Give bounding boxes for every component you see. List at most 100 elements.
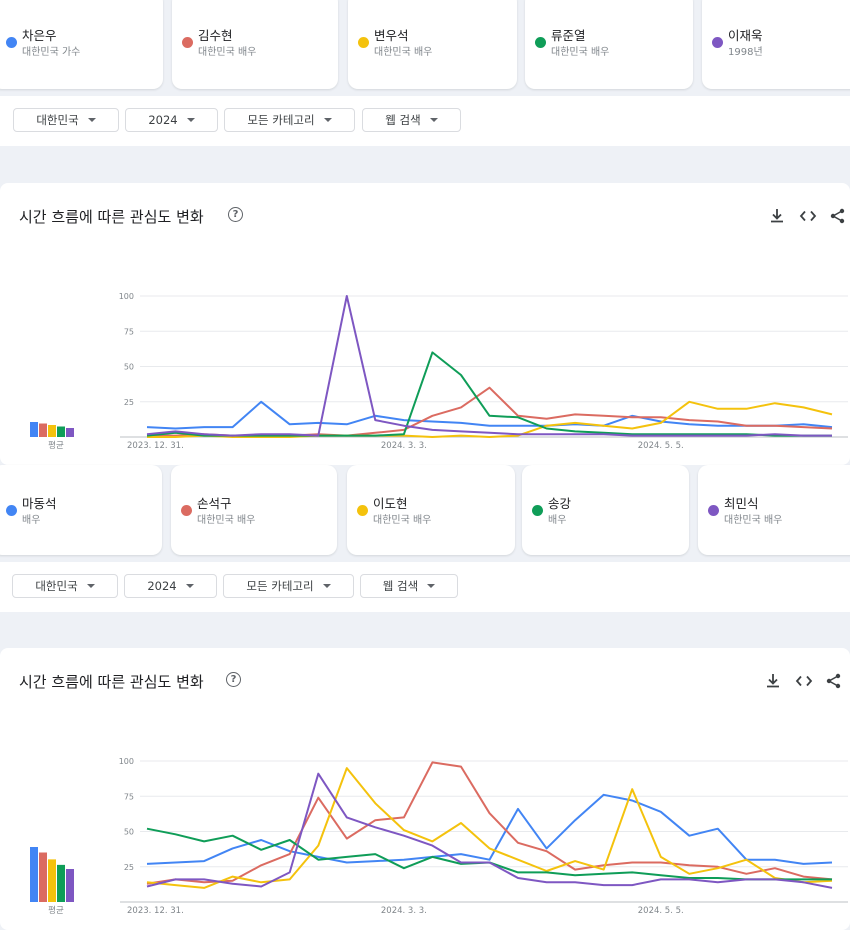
average-bar [48,859,56,902]
term-card-5[interactable]: 이재욱 1998년 [702,0,850,89]
term-color-dot [357,505,368,516]
term-color-dot [535,37,546,48]
term-card-2[interactable]: 김수현 대한민국 배우 [172,0,338,89]
series-line-5 [146,772,833,889]
category-value: 모든 카테고리 [247,113,315,127]
year-value: 2024 [147,579,177,593]
caret-down-icon [86,584,95,588]
term-card-4[interactable]: 류준열 대한민국 배우 [525,0,693,89]
y-tick-label: 100 [119,757,134,766]
filter-bar-1: 대한민국 2024 모든 카테고리 웹 검색 [0,96,850,146]
term-color-dot [358,37,369,48]
y-tick-label: 75 [124,792,134,801]
search-type-value: 웹 검색 [385,113,421,127]
search-type-dropdown[interactable]: 웹 검색 [362,108,461,132]
average-bar [39,423,47,437]
caret-down-icon [87,118,96,122]
average-label: 평균 [48,905,64,916]
filter-bar-2: 대한민국 2024 모든 카테고리 웹 검색 [0,562,850,612]
chart-title: 시간 흐름에 따른 관심도 변화 [19,673,204,691]
category-value: 모든 카테고리 [246,579,314,593]
term-description: 대한민국 배우 [724,515,783,526]
embed-icon[interactable] [795,672,813,690]
series-line-3 [146,767,833,889]
term-name: 손석구 [197,496,232,511]
term-description: 배우 [548,515,567,526]
term-description: 대한민국 배우 [197,515,256,526]
y-tick-label: 50 [124,363,134,372]
x-tick-label: 2024. 5. 5. [638,906,684,916]
help-icon[interactable]: ? [228,207,243,222]
term-card-3[interactable]: 이도현 대한민국 배우 [347,465,515,555]
caret-down-icon [185,584,194,588]
x-tick-label: 2024. 3. 3. [381,906,427,916]
region-value: 대한민국 [36,113,79,127]
x-tick-label: 2024. 5. 5. [638,441,684,451]
y-tick-label: 50 [124,828,134,837]
interest-line-chart-1: 25 50 75 100 2023. 12. 31. 2024. 3. 3. 2024. 5… [30,292,848,451]
series-line-4 [146,351,832,437]
caret-down-icon [322,584,331,588]
term-description: 대한민국 배우 [374,47,433,58]
download-icon[interactable] [764,672,782,690]
embed-icon[interactable] [799,207,817,225]
term-description: 1998년 [728,47,763,58]
y-tick-label: 25 [124,398,134,407]
term-name: 최민식 [724,496,759,511]
term-name: 류준열 [551,28,586,43]
year-dropdown[interactable]: 2024 [125,108,218,132]
term-color-dot [708,505,719,516]
term-description: 대한민국 배우 [373,515,432,526]
series-line-5 [146,295,832,437]
term-name: 이재욱 [728,28,763,43]
caret-down-icon [186,118,195,122]
term-name: 김수현 [198,28,233,43]
y-tick-label: 25 [124,863,134,872]
average-bar [48,425,56,437]
term-name: 송강 [548,496,572,511]
term-card-4[interactable]: 송강 배우 [522,465,689,555]
region-value: 대한민국 [35,579,78,593]
series-line-2 [146,761,833,885]
download-icon[interactable] [768,207,786,225]
term-card-5[interactable]: 최민식 대한민국 배우 [698,465,850,555]
region-dropdown[interactable]: 대한민국 [13,108,119,132]
x-tick-label: 2024. 3. 3. [381,441,427,451]
chart-title: 시간 흐름에 따른 관심도 변화 [19,208,204,226]
x-tick-label: 2023. 12. 31. [127,906,184,916]
year-dropdown[interactable]: 2024 [124,574,217,598]
average-bar [39,852,47,902]
term-card-1[interactable]: 차은우 대한민국 가수 [0,0,163,89]
series-line-3 [147,400,833,438]
term-description: 대한민국 배우 [198,47,257,58]
interest-over-time-panel-1: 시간 흐름에 따른 관심도 변화 ? 25 50 75 100 2023. 12. 31… [0,183,850,465]
interest-over-time-panel-2: 시간 흐름에 따른 관심도 변화 ? 25 50 75 100 2023. 12. 31… [0,648,850,930]
x-tick-label: 2023. 12. 31. [127,441,184,451]
caret-down-icon [429,118,438,122]
share-icon[interactable] [829,207,847,225]
caret-down-icon [323,118,332,122]
category-dropdown[interactable]: 모든 카테고리 [223,574,354,598]
y-tick-label: 100 [119,292,134,301]
region-dropdown[interactable]: 대한민국 [12,574,118,598]
term-name: 이도현 [373,496,408,511]
y-tick-label: 75 [124,327,134,336]
average-bar [66,428,74,437]
term-name: 변우석 [374,28,409,43]
term-description: 대한민국 배우 [551,47,610,58]
average-bar [30,422,38,437]
average-bar [30,847,38,902]
search-type-dropdown[interactable]: 웹 검색 [360,574,458,598]
term-card-1[interactable]: 마동석 배우 [0,465,162,555]
category-dropdown[interactable]: 모든 카테고리 [224,108,355,132]
term-color-dot [6,505,17,516]
term-description: 배우 [22,515,41,526]
search-type-value: 웹 검색 [382,579,419,593]
share-icon[interactable] [825,672,843,690]
term-card-3[interactable]: 변우석 대한민국 배우 [348,0,517,89]
term-color-dot [532,505,543,516]
average-bar [66,869,74,902]
help-icon[interactable]: ? [226,672,241,687]
series-line-1 [146,400,833,430]
term-card-2[interactable]: 손석구 대한민국 배우 [171,465,337,555]
